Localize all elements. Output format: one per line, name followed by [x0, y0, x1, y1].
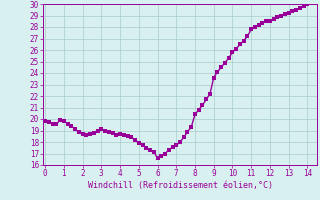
X-axis label: Windchill (Refroidissement éolien,°C): Windchill (Refroidissement éolien,°C) [87, 181, 273, 190]
